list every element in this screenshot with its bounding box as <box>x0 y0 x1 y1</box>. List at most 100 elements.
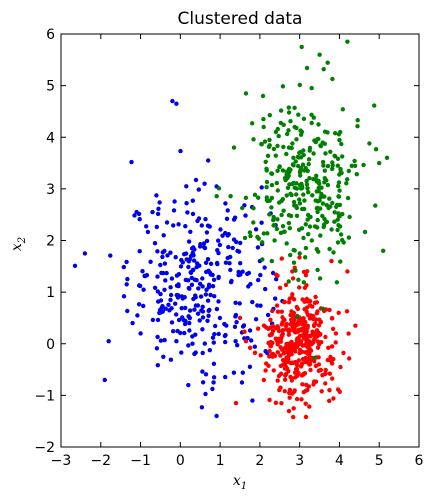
data-point <box>155 317 161 323</box>
data-point <box>233 312 239 318</box>
data-point <box>158 262 163 268</box>
data-point <box>273 153 278 158</box>
data-point <box>154 224 159 230</box>
data-point <box>249 338 254 343</box>
data-point <box>304 382 309 388</box>
data-point <box>275 217 280 222</box>
data-point <box>322 141 327 146</box>
data-point <box>158 291 163 297</box>
data-point <box>307 315 312 320</box>
data-point <box>336 183 341 189</box>
data-point <box>291 260 297 265</box>
data-point <box>346 235 352 240</box>
data-point <box>314 189 319 194</box>
data-point <box>264 197 270 203</box>
data-point <box>192 307 197 312</box>
data-point <box>276 373 282 379</box>
data-point <box>330 200 335 206</box>
data-point <box>264 179 270 185</box>
data-point <box>199 223 204 228</box>
data-point <box>136 302 142 307</box>
data-point <box>168 250 173 255</box>
data-point <box>269 331 275 336</box>
data-point <box>173 301 178 306</box>
data-point <box>336 223 341 228</box>
data-point <box>319 340 324 345</box>
data-point <box>300 343 305 348</box>
data-point <box>135 313 140 318</box>
data-point <box>169 320 175 325</box>
data-point <box>296 112 301 117</box>
data-point <box>303 273 309 278</box>
data-point <box>285 185 291 190</box>
data-point <box>234 239 239 245</box>
data-point <box>188 270 193 275</box>
data-point <box>216 274 221 280</box>
data-point <box>337 188 342 193</box>
data-point <box>256 277 261 283</box>
data-point <box>183 277 188 283</box>
data-point <box>275 143 280 149</box>
data-point <box>207 224 212 229</box>
data-point <box>309 238 314 243</box>
data-point <box>197 263 202 268</box>
data-point <box>247 345 253 350</box>
data-point <box>204 238 210 244</box>
data-point <box>282 229 287 234</box>
data-point <box>200 304 205 309</box>
data-point <box>352 158 357 164</box>
data-point <box>148 259 153 264</box>
data-point <box>291 247 296 253</box>
data-point <box>203 292 209 297</box>
data-point <box>180 315 185 320</box>
x-tick-label: 5 <box>375 453 384 469</box>
data-point <box>279 212 284 218</box>
data-point <box>125 276 130 282</box>
data-point <box>206 313 211 318</box>
data-point <box>318 143 323 148</box>
y-axis-label: x <box>9 243 25 251</box>
data-point <box>212 332 217 337</box>
data-point <box>267 113 272 118</box>
data-point <box>297 285 302 290</box>
data-point <box>186 285 191 291</box>
data-point <box>288 252 293 258</box>
data-point <box>288 374 293 380</box>
y-tick-label: −2 <box>34 440 55 456</box>
data-point <box>253 317 259 322</box>
data-point <box>303 401 308 406</box>
data-point <box>72 263 78 268</box>
data-point <box>286 110 292 115</box>
data-point <box>189 275 194 281</box>
data-point <box>238 240 243 246</box>
data-point <box>260 93 266 99</box>
data-point <box>178 330 183 336</box>
data-point <box>155 249 160 254</box>
data-point <box>188 229 193 234</box>
data-point <box>294 314 300 319</box>
data-point <box>321 222 327 227</box>
data-point <box>355 124 360 129</box>
data-point <box>335 163 340 168</box>
data-point <box>276 133 281 139</box>
data-point <box>162 287 167 292</box>
data-point <box>327 388 332 393</box>
data-point <box>289 340 294 345</box>
data-point <box>158 310 164 315</box>
data-point <box>284 342 289 348</box>
data-point <box>137 249 142 254</box>
data-point <box>193 177 199 183</box>
x-tick-label: −3 <box>51 453 72 469</box>
data-point <box>240 324 246 329</box>
data-point <box>300 349 305 354</box>
data-point <box>324 178 329 183</box>
data-point <box>314 206 319 211</box>
data-point <box>186 239 192 244</box>
data-point <box>282 389 287 394</box>
data-point <box>216 238 221 243</box>
data-point <box>216 186 222 191</box>
plot-frame <box>60 33 420 448</box>
data-point <box>251 137 256 142</box>
data-point <box>335 156 341 161</box>
data-point <box>323 151 328 156</box>
